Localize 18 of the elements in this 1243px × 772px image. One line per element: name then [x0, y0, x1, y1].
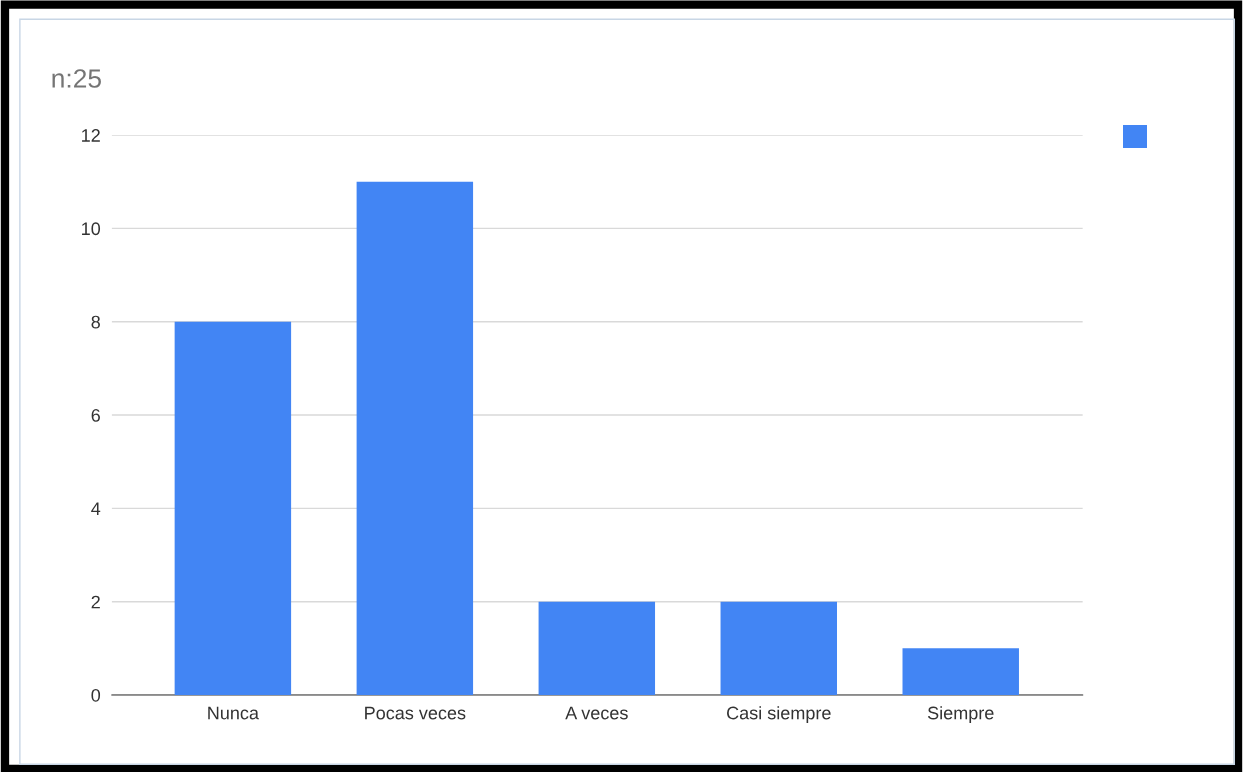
bar — [538, 601, 656, 696]
bar — [902, 648, 1019, 696]
y-tick-label: 12 — [82, 129, 100, 142]
y-tick-label: 6 — [91, 409, 100, 422]
x-tick-label: Casi siempre — [727, 706, 831, 723]
x-tick-label: A veces — [565, 706, 628, 720]
x-tick-label: Siempre — [927, 706, 994, 723]
x-tick-label: Pocas veces — [365, 706, 466, 720]
y-tick-label: 0 — [91, 688, 101, 702]
bar — [720, 601, 837, 696]
chart-title: n:25 — [52, 69, 101, 88]
y-tick-label: 8 — [91, 315, 100, 329]
bar — [174, 321, 292, 696]
y-tick-label: 10 — [82, 222, 101, 236]
bar — [356, 181, 474, 696]
x-tick-label: Nunca — [208, 706, 259, 720]
y-tick-label: 4 — [91, 502, 101, 515]
y-tick-label: 2 — [91, 595, 100, 609]
